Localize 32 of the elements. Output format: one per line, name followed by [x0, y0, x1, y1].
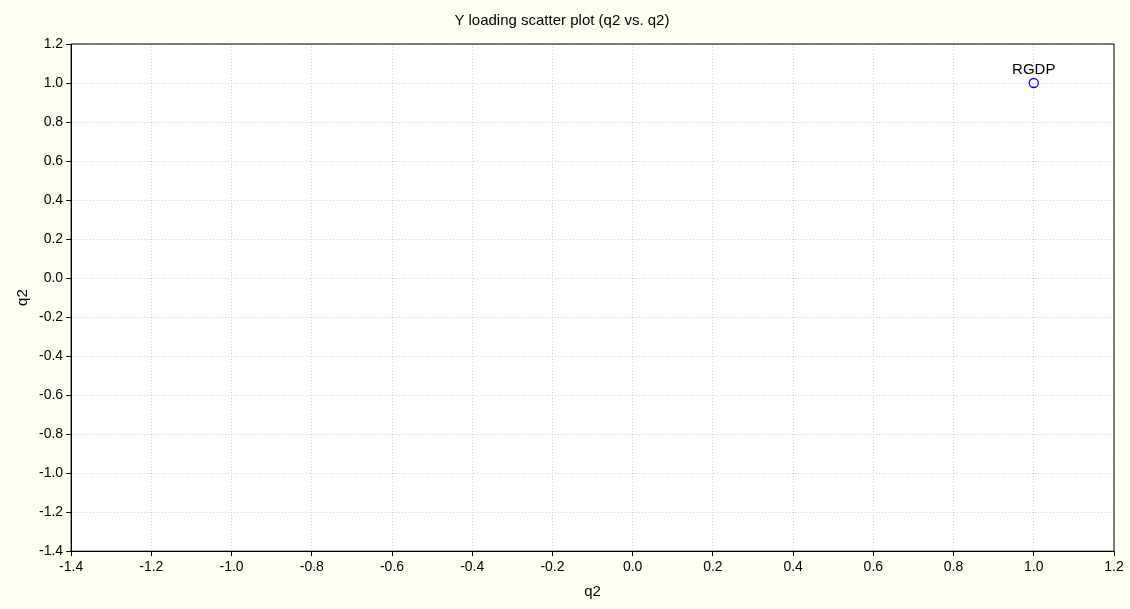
chart-title: Y loading scatter plot (q2 vs. q2): [454, 11, 670, 29]
x-tick-label: -0.2: [540, 558, 565, 575]
y-tick-label: -1.0: [39, 464, 64, 481]
y-tick-label: 0.4: [43, 190, 64, 207]
x-tick-label: 1.0: [1024, 558, 1044, 575]
y-axis-title: q2: [13, 289, 31, 306]
x-tick-label: 1.2: [1104, 558, 1124, 575]
y-tick-label: 0.0: [43, 268, 64, 285]
x-tick-label: 0.8: [943, 558, 964, 575]
y-tick-label: -1.4: [39, 542, 64, 559]
y-tick-label: -0.2: [39, 307, 64, 324]
x-tick-label: -0.4: [460, 558, 485, 575]
x-tick-label: -1.4: [59, 558, 84, 575]
y-tick-label: -0.8: [39, 425, 64, 442]
y-tick-label: -0.4: [39, 346, 64, 363]
y-tick-label: -0.6: [39, 386, 64, 402]
y-tick-label: 1.2: [43, 34, 64, 51]
x-tick-label: -0.6: [379, 558, 405, 575]
x-tick-label: 0.0: [622, 558, 643, 575]
x-tick-label: -0.8: [299, 558, 325, 575]
y-tick-label: 0.6: [43, 151, 64, 168]
x-tick-label: 0.2: [703, 558, 723, 575]
x-tick-label: -1.2: [139, 558, 164, 575]
annotation: RGDP: [1012, 59, 1056, 77]
y-tick-label: 0.8: [43, 112, 64, 129]
x-tick-label: -1.0: [219, 558, 244, 575]
x-tick-label: 0.6: [863, 558, 884, 575]
y-tick-label: -1.2: [39, 503, 64, 520]
y-tick-label: 1.0: [43, 73, 64, 90]
y-tick-label: 0.2: [43, 229, 64, 246]
x-tick-label: 0.4: [783, 558, 804, 575]
x-axis-title: q2: [584, 582, 601, 600]
